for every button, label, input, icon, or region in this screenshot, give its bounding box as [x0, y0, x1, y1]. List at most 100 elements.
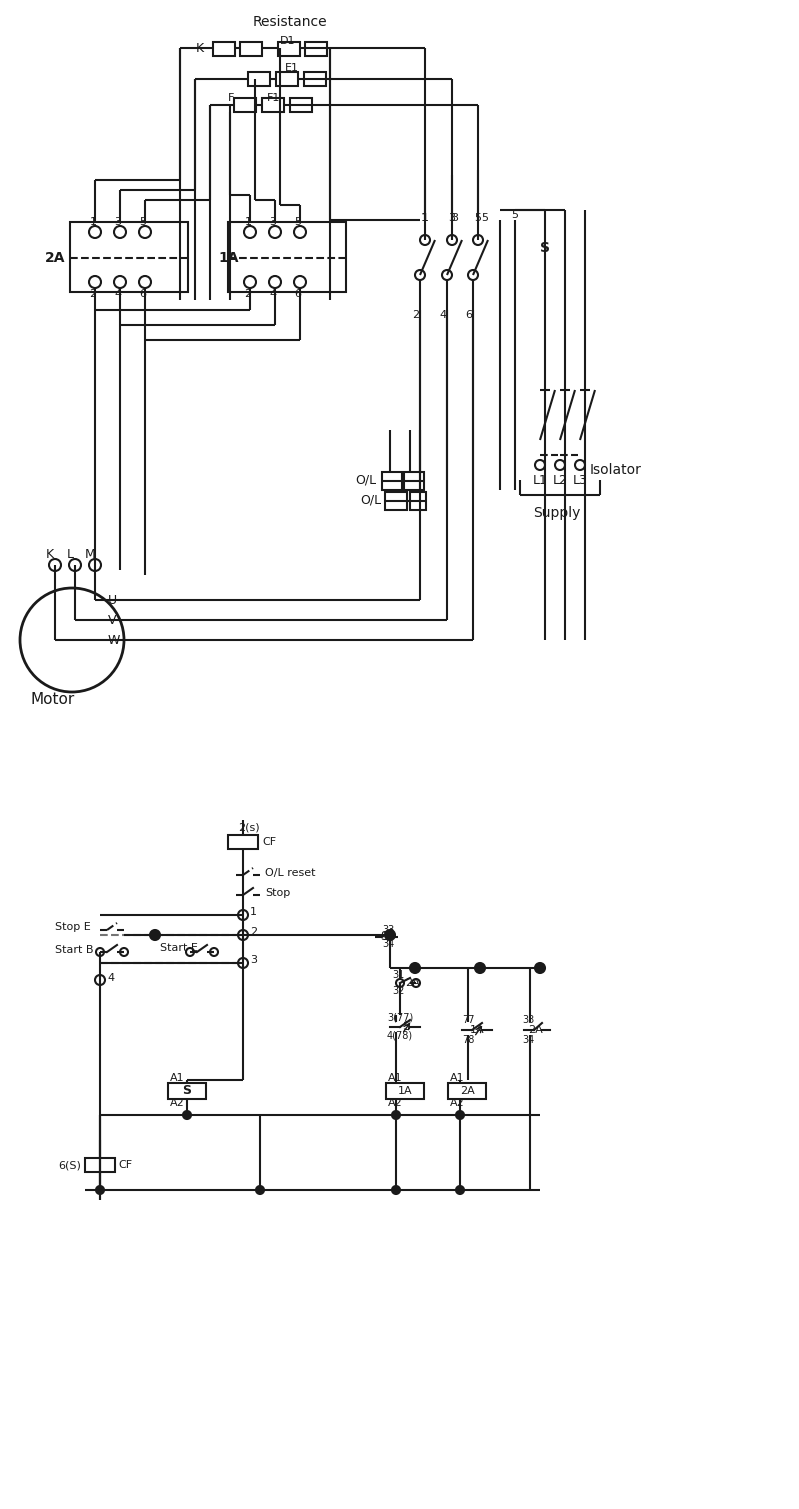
Text: 1A: 1A: [398, 1086, 412, 1096]
Text: S: S: [402, 1020, 410, 1034]
Text: 1: 1: [422, 213, 428, 223]
Text: Supply: Supply: [533, 506, 581, 521]
Bar: [248, 72, 270, 86]
Bar: [70, 222, 188, 293]
Text: 32: 32: [392, 985, 404, 996]
Text: 5: 5: [511, 210, 519, 220]
Circle shape: [396, 979, 404, 987]
Circle shape: [468, 270, 478, 281]
Circle shape: [410, 963, 420, 973]
Text: 6: 6: [466, 309, 472, 320]
Circle shape: [95, 975, 105, 985]
Text: E1: E1: [285, 63, 299, 72]
Text: 34: 34: [522, 1035, 535, 1046]
Circle shape: [294, 276, 306, 288]
Circle shape: [49, 558, 61, 570]
Text: 1: 1: [421, 213, 428, 223]
Text: 33: 33: [382, 925, 394, 936]
Text: K: K: [196, 42, 204, 54]
Bar: [305, 42, 327, 56]
Text: CF: CF: [118, 1160, 132, 1169]
Text: A2: A2: [170, 1099, 185, 1108]
Circle shape: [420, 235, 430, 244]
Text: 3: 3: [269, 217, 276, 226]
Bar: [290, 98, 312, 112]
Circle shape: [415, 270, 425, 281]
Text: Stop E: Stop E: [55, 922, 91, 933]
Circle shape: [575, 460, 585, 469]
Text: 5: 5: [474, 213, 481, 223]
Text: 6: 6: [295, 290, 301, 299]
Bar: [304, 72, 326, 86]
Text: 2A: 2A: [405, 978, 419, 988]
Text: 6: 6: [140, 290, 146, 299]
Circle shape: [186, 948, 194, 957]
Circle shape: [256, 1186, 264, 1194]
Circle shape: [183, 1111, 191, 1120]
Text: 4: 4: [269, 290, 276, 299]
Circle shape: [89, 558, 101, 570]
Text: 2: 2: [244, 290, 252, 299]
Text: 5: 5: [482, 213, 488, 223]
Text: S: S: [540, 241, 550, 255]
Bar: [228, 834, 258, 850]
Text: O/L: O/L: [360, 493, 381, 507]
Text: 3: 3: [451, 213, 459, 223]
Bar: [240, 42, 262, 56]
Circle shape: [535, 460, 545, 469]
Text: A1: A1: [170, 1073, 185, 1083]
Text: 1: 1: [244, 217, 252, 226]
Text: 3: 3: [114, 217, 121, 226]
Circle shape: [535, 963, 545, 973]
Text: U: U: [108, 593, 117, 607]
Circle shape: [392, 1186, 400, 1194]
Text: 31: 31: [392, 970, 404, 979]
Text: 5: 5: [295, 217, 301, 226]
Circle shape: [385, 930, 395, 940]
Circle shape: [69, 558, 81, 570]
Circle shape: [96, 948, 104, 957]
Bar: [262, 98, 284, 112]
Bar: [278, 42, 300, 56]
Text: F1: F1: [267, 94, 280, 103]
Circle shape: [238, 910, 248, 920]
Text: 77: 77: [462, 1016, 475, 1025]
Circle shape: [269, 276, 281, 288]
Bar: [410, 492, 426, 510]
Text: 1: 1: [250, 907, 257, 917]
Text: Resistance: Resistance: [252, 15, 328, 29]
Bar: [386, 1083, 424, 1099]
Bar: [228, 222, 346, 293]
Text: Stop: Stop: [265, 887, 290, 898]
Circle shape: [244, 276, 256, 288]
Text: V: V: [108, 614, 117, 626]
Circle shape: [244, 226, 256, 238]
Text: K: K: [46, 548, 54, 561]
Text: F: F: [228, 94, 234, 103]
Text: A2: A2: [450, 1099, 465, 1108]
Bar: [85, 1157, 115, 1172]
Text: 34: 34: [382, 939, 394, 949]
Circle shape: [412, 979, 420, 987]
Circle shape: [555, 460, 565, 469]
Circle shape: [456, 1186, 464, 1194]
Text: O/L: O/L: [355, 474, 376, 486]
Text: 1: 1: [89, 217, 97, 226]
Circle shape: [139, 276, 151, 288]
Circle shape: [20, 589, 124, 693]
Circle shape: [139, 226, 151, 238]
Bar: [168, 1083, 206, 1099]
Circle shape: [269, 226, 281, 238]
Text: Motor: Motor: [30, 693, 74, 708]
Circle shape: [475, 963, 485, 973]
Text: M: M: [85, 548, 95, 561]
Text: 4: 4: [114, 290, 121, 299]
Text: 1A: 1A: [470, 1025, 485, 1035]
Text: A1: A1: [450, 1073, 465, 1083]
Text: 1A: 1A: [218, 250, 238, 266]
Text: S: S: [380, 931, 388, 943]
Text: 2: 2: [89, 290, 97, 299]
Bar: [404, 472, 424, 490]
Circle shape: [150, 930, 160, 940]
Text: 4: 4: [107, 973, 114, 982]
